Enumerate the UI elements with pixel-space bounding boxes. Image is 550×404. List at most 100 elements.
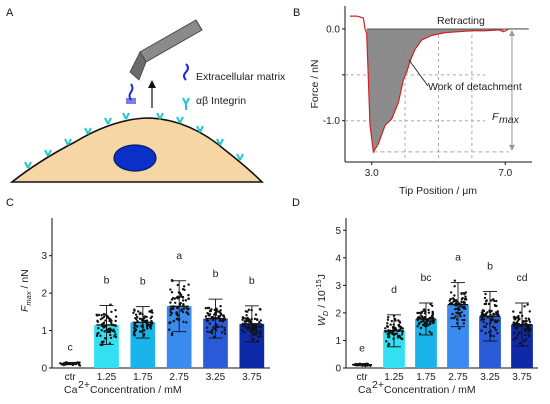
y-axis-label: WD / 10-15J: [314, 274, 330, 326]
data-point: [182, 307, 186, 310]
data-point: [430, 319, 434, 323]
data-point: [180, 309, 183, 312]
x-axis-label-prefix: Ca: [358, 384, 372, 396]
data-point: [253, 326, 256, 330]
data-point: [260, 325, 263, 328]
data-point: [484, 332, 487, 335]
data-point: [259, 335, 263, 338]
data-point: [140, 317, 143, 321]
data-point: [482, 318, 486, 321]
data-point: [527, 329, 531, 332]
data-point: [526, 303, 529, 306]
data-point: [463, 301, 466, 305]
significance-letter: cd: [516, 272, 527, 284]
data-point: [480, 318, 483, 322]
data-point: [416, 311, 419, 315]
data-point: [519, 311, 522, 314]
data-point: [211, 332, 214, 335]
data-point: [243, 323, 247, 327]
data-point: [213, 335, 216, 338]
panel-a-label: A: [6, 7, 14, 19]
significance-letter: e: [359, 343, 365, 355]
data-point: [386, 322, 389, 325]
data-point: [461, 296, 464, 300]
data-point: [387, 332, 390, 336]
data-point: [513, 325, 516, 328]
data-point: [458, 327, 461, 330]
data-point: [451, 297, 455, 300]
data-point: [525, 338, 528, 341]
y-tick-label: 0: [335, 364, 341, 375]
data-point: [175, 306, 179, 310]
data-point: [390, 319, 394, 323]
data-point: [389, 323, 392, 326]
data-point: [222, 314, 226, 317]
data-point: [133, 331, 136, 335]
integrin-receptors-icon: [24, 112, 244, 169]
data-point: [256, 335, 260, 339]
data-point: [241, 324, 244, 328]
data-point: [450, 316, 453, 320]
data-point: [170, 333, 174, 337]
data-point: [100, 329, 103, 332]
x-tick-label: 2.75: [448, 372, 468, 383]
data-point: [206, 330, 209, 333]
data-point: [523, 305, 526, 308]
x-tick-label: 1.75: [133, 372, 153, 383]
data-point: [454, 315, 457, 318]
panel-b-label: B: [293, 7, 300, 19]
data-point: [133, 322, 137, 326]
panel-b: B 0.0 -1.0 3.0 7.0 Retracting Work of detachm…: [293, 6, 532, 197]
bar: [415, 318, 437, 368]
y-tick-label: 1: [41, 326, 47, 337]
ecm-legend-icon: [183, 63, 189, 81]
data-point: [460, 300, 463, 303]
data-point: [428, 330, 431, 333]
data-point: [419, 326, 423, 330]
data-point: [523, 329, 527, 333]
data-point: [463, 314, 466, 317]
panel-d-label: D: [292, 197, 300, 209]
data-point: [114, 319, 117, 323]
data-point: [99, 334, 102, 337]
fmax-arrowhead-top: [508, 29, 515, 36]
data-point: [494, 328, 498, 332]
data-point: [528, 310, 531, 313]
data-point: [512, 310, 515, 313]
fmax-label-sub: max: [499, 114, 520, 126]
x-tick-label: 1.75: [416, 372, 436, 383]
data-point: [96, 332, 99, 336]
work-area: [366, 28, 504, 152]
data-point: [386, 318, 390, 321]
data-point: [490, 299, 493, 302]
data-point: [464, 291, 468, 294]
data-point: [259, 329, 262, 332]
x-axis-label-prefix: Ca: [64, 384, 78, 396]
data-point: [514, 326, 518, 330]
data-point: [449, 291, 453, 294]
data-point: [453, 285, 456, 288]
data-point: [187, 293, 190, 297]
data-point: [215, 326, 219, 329]
data-point: [451, 312, 454, 316]
data-point: [484, 302, 488, 306]
data-point: [497, 319, 500, 322]
data-point: [223, 329, 226, 332]
data-point: [391, 325, 395, 329]
data-point: [485, 322, 488, 325]
data-point: [108, 330, 112, 334]
data-point: [387, 344, 390, 347]
data-point: [429, 320, 432, 323]
data-point: [206, 326, 209, 329]
data-point: [174, 301, 177, 305]
data-point: [252, 338, 256, 341]
data-point: [512, 331, 516, 335]
data-point: [523, 339, 526, 343]
data-point: [422, 309, 425, 312]
data-point: [77, 363, 81, 366]
x-tick-label: 3.75: [242, 372, 262, 383]
data-point: [96, 320, 100, 324]
data-point: [484, 292, 487, 296]
data-point: [491, 325, 495, 329]
data-point: [387, 315, 390, 319]
